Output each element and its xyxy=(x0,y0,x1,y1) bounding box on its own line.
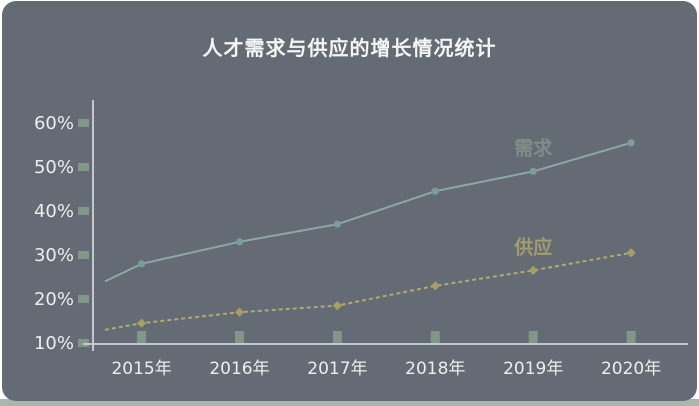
x-axis-label: 2015年 xyxy=(111,359,171,379)
y-axis-label: 40% xyxy=(34,201,74,222)
x-axis-label: 2017年 xyxy=(307,359,367,379)
demand-data-point xyxy=(529,167,537,175)
bottom-strip xyxy=(0,399,699,406)
y-axis-tick xyxy=(78,295,89,303)
x-axis-label: 2019年 xyxy=(503,359,563,379)
supply-data-point xyxy=(626,248,636,258)
y-axis-tick xyxy=(78,119,89,127)
supply-data-point xyxy=(234,307,245,317)
x-axis-label: 2018年 xyxy=(405,359,465,379)
line-chart-canvas: 10% 20% 30% 40% 50% 60% 2015年 2016年 2017年 2018年 20… xyxy=(34,100,688,379)
y-axis-label: 10% xyxy=(34,333,74,354)
demand-data-point xyxy=(138,260,146,268)
supply-data-point xyxy=(332,301,342,311)
x-axis-tick xyxy=(332,331,342,343)
chart-title: 人才需求与供应的增长情况统计 xyxy=(202,36,497,60)
demand-data-point xyxy=(333,220,341,228)
chart-card: 人才需求与供应的增长情况统计 10% 20% 30% 40% 50% 60% 2015年 20… xyxy=(2,1,697,401)
x-axis-tick xyxy=(528,331,538,343)
demand-data-point xyxy=(431,187,439,195)
x-axis-tick xyxy=(626,331,636,343)
x-axis-tick xyxy=(430,331,440,343)
supply-data-point xyxy=(430,281,440,291)
supply-line-series xyxy=(104,251,632,331)
demand-series-label: 需求 xyxy=(514,136,553,159)
supply-series-label: 供应 xyxy=(513,235,552,258)
x-axis-tick xyxy=(235,331,244,343)
demand-line-series xyxy=(104,141,632,283)
y-axis-label: 50% xyxy=(34,157,74,178)
supply-data-point xyxy=(528,265,538,275)
demand-data-point xyxy=(627,139,635,147)
y-axis-label: 30% xyxy=(34,245,74,266)
x-axis-label: 2020年 xyxy=(601,359,661,379)
y-axis-label: 20% xyxy=(34,289,74,310)
demand-data-point xyxy=(235,238,244,246)
y-axis-tick xyxy=(78,207,89,215)
y-axis-label: 60% xyxy=(34,113,74,134)
x-axis-tick xyxy=(137,331,147,343)
y-axis-tick xyxy=(78,251,89,259)
y-axis-tick xyxy=(78,163,89,171)
x-axis-label: 2016年 xyxy=(209,359,269,379)
supply-data-point xyxy=(137,318,147,328)
